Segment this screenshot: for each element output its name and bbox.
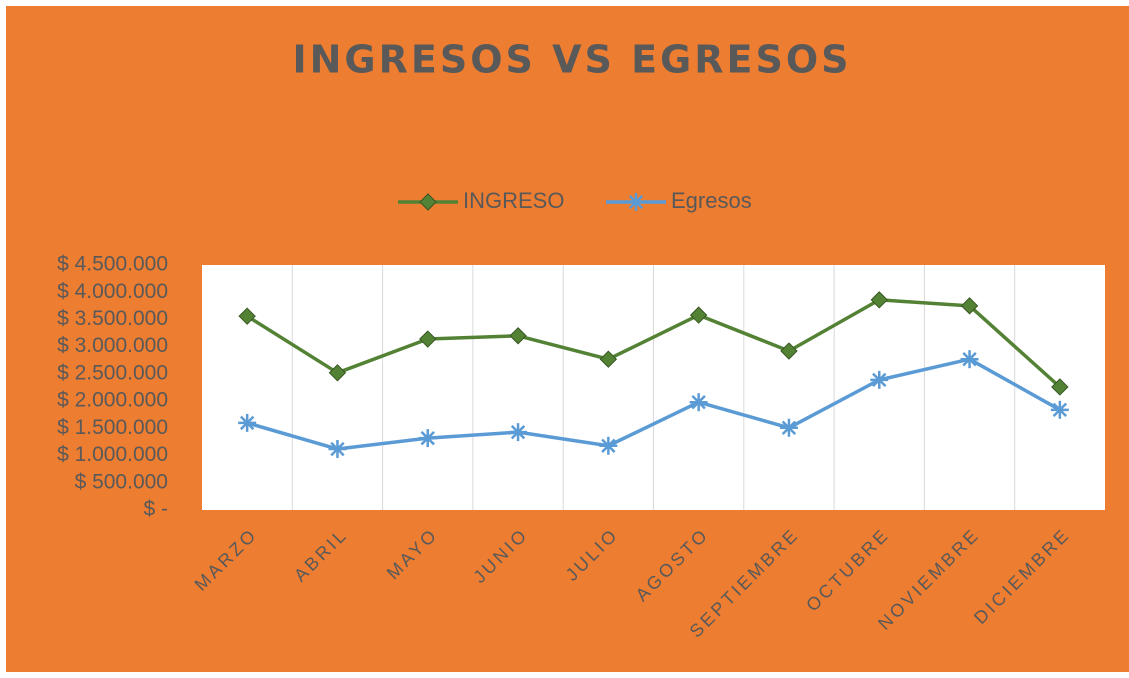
marker [238,307,256,325]
marker-stroke [872,372,887,388]
y-tick-label: $ 2.500.000 [57,361,168,384]
marker [1050,400,1069,419]
legend-marker [627,193,645,211]
marker-stroke [420,430,435,446]
y-tick-label: $ 3.000.000 [57,334,168,357]
marker-stroke [781,420,797,435]
marker [780,342,798,360]
marker [960,350,979,369]
marker [689,393,708,412]
chart-title: INGRESOS VS EGRESOS [292,38,851,82]
marker [328,364,347,382]
marker-stroke [962,352,977,367]
y-tick-label: $ 4.000.000 [57,280,168,303]
legend-marker [419,193,437,211]
y-tick-label: $ 4.500.000 [57,253,168,276]
marker-stroke [601,438,616,453]
series-line [246,357,1061,451]
legend-label: INGRESO [463,188,564,213]
legend-label: Egresos [671,188,752,213]
marker [870,370,889,389]
marker [328,440,347,459]
y-tick-label: $ 500.000 [75,470,168,493]
marker-stroke [691,395,706,410]
marker [689,306,708,324]
y-tick-label: $ 3.500.000 [57,307,168,330]
marker [509,327,527,345]
marker [509,423,528,442]
marker-stroke [239,415,255,431]
marker [599,436,618,455]
y-tick-label: $ 2.000.000 [57,389,168,412]
y-tick-label: $ 1.000.000 [57,443,168,466]
marker-stroke [330,441,345,457]
y-tick-label: $ 1.500.000 [57,416,168,439]
y-tick-label: $ - [143,498,168,521]
marker [1051,378,1069,396]
marker [599,350,618,368]
marker [870,291,888,309]
marker [419,330,437,348]
marker [238,413,257,432]
marker [779,418,798,437]
marker [418,429,437,448]
marker [960,297,979,315]
marker-stroke [628,194,644,210]
marker-stroke [510,424,526,440]
series-line [246,298,1062,389]
marker-stroke [1052,402,1068,418]
